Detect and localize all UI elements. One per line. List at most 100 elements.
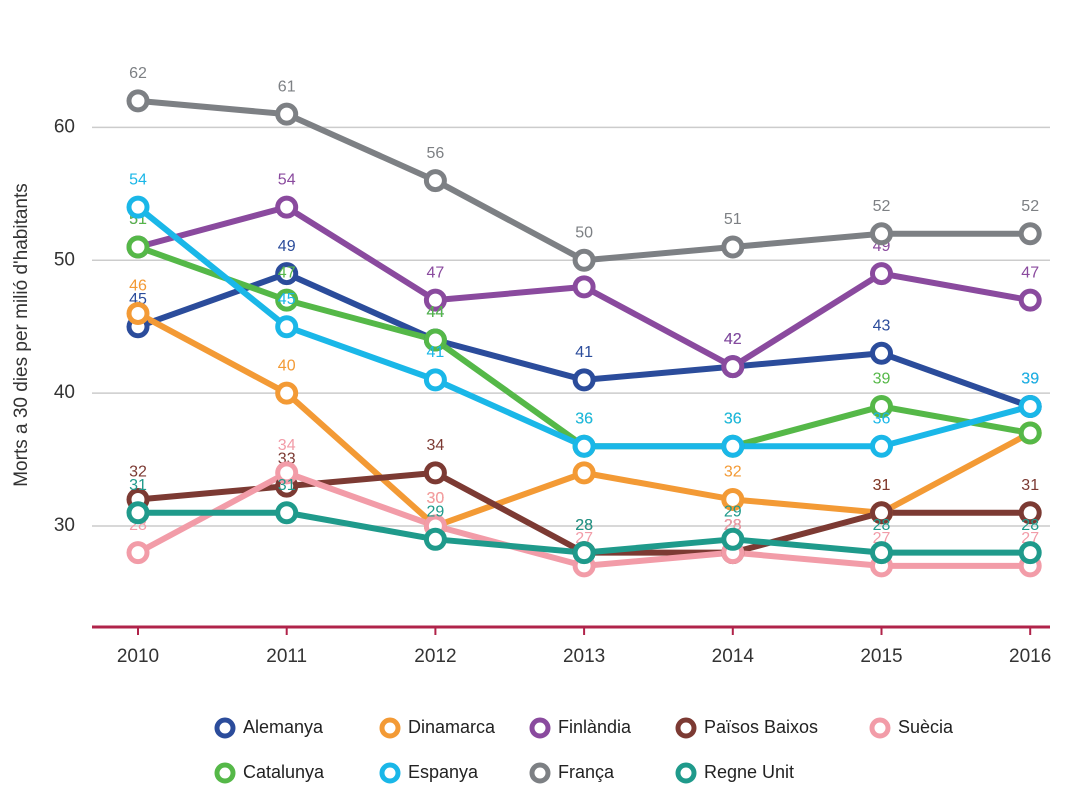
point	[1018, 394, 1042, 418]
value-label: 29	[427, 504, 445, 521]
value-label: 28	[575, 517, 593, 534]
point	[275, 195, 299, 219]
value-label: 32	[724, 464, 742, 481]
point	[126, 301, 150, 325]
value-label: 28	[1021, 517, 1039, 534]
value-label: 54	[129, 171, 147, 188]
point	[1018, 541, 1042, 565]
legend-marker	[529, 717, 551, 739]
point	[1018, 288, 1042, 312]
value-label: 39	[1021, 371, 1039, 388]
legend-label: Suècia	[898, 717, 954, 737]
legend-marker	[675, 762, 697, 784]
legend-marker	[379, 762, 401, 784]
value-label: 45	[278, 291, 296, 308]
y-axis-label: Morts a 30 dies per milió d'habitants	[11, 183, 32, 487]
value-label: 31	[873, 477, 891, 494]
point	[721, 355, 745, 379]
value-label: 47	[1021, 264, 1039, 281]
y-tick-label: 50	[54, 249, 75, 270]
x-tick-label: 2013	[563, 646, 605, 667]
value-label: 31	[1021, 477, 1039, 494]
legend-label: Espanya	[408, 762, 479, 782]
point	[1018, 421, 1042, 445]
point	[423, 169, 447, 193]
value-label: 44	[427, 304, 445, 321]
legend-marker	[214, 717, 236, 739]
legend-label: França	[558, 762, 615, 782]
point	[423, 328, 447, 352]
point	[870, 341, 893, 365]
value-label: 43	[873, 318, 891, 335]
value-label: 62	[129, 65, 147, 82]
point	[423, 461, 447, 485]
y-tick-label: 40	[54, 382, 75, 403]
value-label: 30	[427, 490, 445, 507]
point	[126, 541, 150, 565]
point	[275, 288, 299, 312]
point	[721, 527, 745, 551]
value-label: 29	[724, 504, 742, 521]
value-label: 30	[427, 490, 445, 507]
x-tick-label: 2014	[712, 646, 755, 667]
point	[275, 381, 299, 405]
value-label: 56	[427, 145, 445, 162]
point	[721, 434, 745, 458]
value-label: 51	[724, 211, 742, 228]
point	[1018, 222, 1042, 246]
value-label: 31	[278, 477, 296, 494]
point	[870, 434, 893, 458]
legend-marker	[529, 762, 551, 784]
value-label: 47	[278, 264, 296, 281]
legend-label: Països Baixos	[704, 717, 818, 737]
point	[126, 501, 150, 525]
point	[126, 235, 150, 259]
point	[572, 541, 596, 565]
x-tick-label: 2015	[860, 646, 902, 667]
value-label: 41	[575, 344, 593, 361]
value-label: 46	[129, 278, 147, 295]
y-tick-label: 60	[54, 116, 75, 137]
legend-marker	[214, 762, 236, 784]
point	[572, 275, 596, 299]
value-label: 34	[427, 437, 445, 454]
point	[275, 461, 299, 485]
value-label: 31	[873, 477, 891, 494]
y-tick-label: 30	[54, 515, 75, 536]
value-label: 39	[1021, 371, 1039, 388]
value-label: 32	[129, 464, 147, 481]
point	[1018, 501, 1042, 525]
x-tick-label: 2012	[414, 646, 456, 667]
legend-marker	[675, 717, 697, 739]
value-label: 47	[427, 264, 445, 281]
value-label: 36	[724, 411, 742, 428]
value-label: 42	[724, 331, 742, 348]
value-label: 36	[724, 411, 742, 428]
value-label: 52	[1021, 198, 1039, 215]
value-label: 52	[873, 198, 891, 215]
value-label: 54	[278, 171, 296, 188]
value-label: 41	[427, 344, 445, 361]
value-label: 39	[873, 371, 891, 388]
value-label: 28	[873, 517, 891, 534]
point	[275, 102, 299, 126]
legend-label: Dinamarca	[408, 717, 496, 737]
legend-label: Regne Unit	[704, 762, 794, 782]
value-label: 40	[278, 357, 296, 374]
value-label: 49	[278, 238, 296, 255]
point	[126, 195, 150, 219]
point	[721, 235, 745, 259]
value-label: 36	[575, 411, 593, 428]
legend-label: Catalunya	[243, 762, 325, 782]
legend-marker	[869, 717, 891, 739]
point	[572, 434, 596, 458]
point	[870, 501, 893, 525]
point	[275, 501, 299, 525]
x-tick-label: 2010	[117, 646, 159, 667]
value-label: 42	[724, 331, 742, 348]
value-label: 36	[575, 411, 593, 428]
point	[721, 487, 745, 511]
value-label: 34	[278, 437, 296, 454]
x-tick-label: 2016	[1009, 646, 1051, 667]
